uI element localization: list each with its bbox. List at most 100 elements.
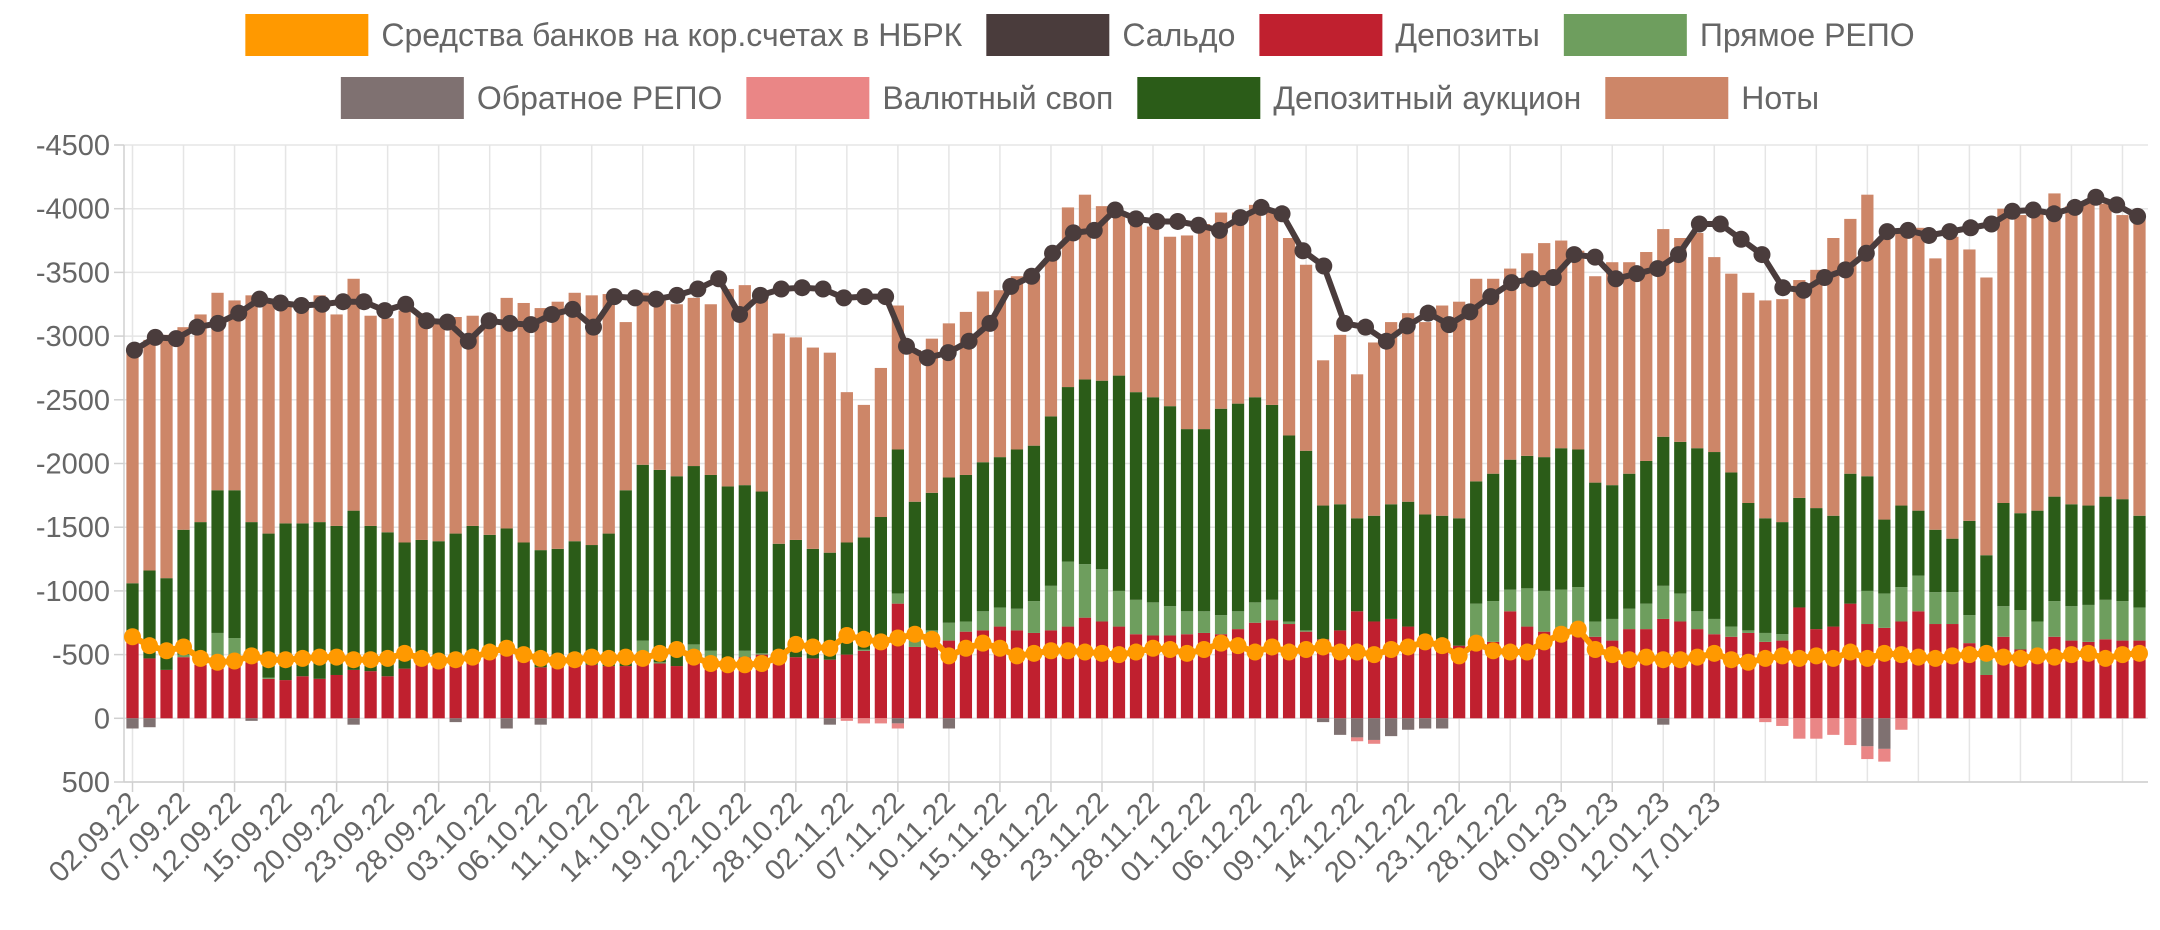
bar-депозитный-аукцион xyxy=(1453,518,1466,646)
bar-обратное-репо xyxy=(500,718,513,729)
bar-депозиты xyxy=(1504,611,1517,719)
legend-item-прямое-репо[interactable]: Прямое РЕПО xyxy=(1563,14,1915,56)
bar-депозитный-аукцион xyxy=(1708,452,1721,619)
y-tick-label: 500 xyxy=(62,767,110,799)
bar-депозиты xyxy=(976,630,990,719)
point-средства-банков-на-кор-счетах-в-нбрк xyxy=(226,652,244,670)
bar-ноты xyxy=(381,318,394,533)
bar-ноты xyxy=(1674,238,1687,442)
point-сальдо xyxy=(251,290,269,308)
bar-депозиты xyxy=(1691,629,1704,719)
bar-ноты xyxy=(1776,299,1789,523)
bar-депозиты xyxy=(2014,649,2027,719)
point-сальдо xyxy=(1085,221,1103,239)
x-axis: 02.09.2207.09.2212.09.2215.09.2220.09.22… xyxy=(43,781,2148,889)
point-сальдо xyxy=(209,314,227,332)
legend-item-обратное-репо[interactable]: Обратное РЕПО xyxy=(340,77,723,119)
point-средства-банков-на-кор-счетах-в-нбрк xyxy=(481,643,499,661)
legend-item-валютный-своп[interactable]: Валютный своп xyxy=(746,77,1113,119)
bar-депозиты xyxy=(330,674,343,719)
bar-обратное-репо xyxy=(1385,718,1398,737)
bar-депозитный-аукцион xyxy=(449,533,462,660)
point-средства-банков-на-кор-счетах-в-нбрк xyxy=(1042,642,1060,660)
point-средства-банков-на-кор-счетах-в-нбрк xyxy=(974,634,992,652)
point-сальдо xyxy=(355,293,373,311)
bar-прямое-репо xyxy=(1997,606,2010,637)
point-сальдо xyxy=(1816,268,1834,286)
bar-депозиты xyxy=(1827,626,1840,719)
bar-ноты xyxy=(1708,257,1721,453)
point-средства-банков-на-кор-счетах-в-нбрк xyxy=(1059,642,1077,660)
point-сальдо xyxy=(897,337,915,355)
point-средства-банков-на-кор-счетах-в-нбрк xyxy=(583,648,601,666)
bar-депозиты xyxy=(1946,624,1959,719)
point-средства-банков-на-кор-счетах-в-нбрк xyxy=(1671,651,1689,669)
legend-item-депозитный-аукцион[interactable]: Депозитный аукцион xyxy=(1137,77,1581,119)
bar-депозитный-аукцион xyxy=(1197,429,1211,612)
legend-item-депозиты[interactable]: Депозиты xyxy=(1259,14,1540,56)
bar-депозитный-аукцион xyxy=(126,583,139,641)
bar-ноты xyxy=(126,350,139,584)
bar-ноты xyxy=(1010,276,1024,450)
bar-депозиты xyxy=(619,666,632,719)
point-средства-банков-на-кор-счетах-в-нбрк xyxy=(515,646,533,664)
point-средства-банков-на-кор-счетах-в-нбрк xyxy=(957,639,975,657)
bar-депозитный-аукцион xyxy=(891,449,905,594)
bar-прямое-репо xyxy=(1572,587,1585,630)
legend-label: Депозиты xyxy=(1395,17,1539,53)
bar-прямое-репо xyxy=(2099,599,2112,640)
legend-item-ноты[interactable]: Ноты xyxy=(1605,77,1819,119)
bar-депозитный-аукцион xyxy=(1112,375,1126,591)
chart-bars xyxy=(126,193,2146,762)
bar-депозитный-аукцион xyxy=(1504,459,1517,590)
bar-прямое-репо xyxy=(2133,607,2146,641)
bar-депозиты xyxy=(772,658,785,719)
point-средства-банков-на-кор-счетах-в-нбрк xyxy=(124,628,142,646)
bar-ноты xyxy=(823,352,836,553)
point-средства-банков-на-кор-счетах-в-нбрк xyxy=(719,656,737,674)
y-tick-label: -4500 xyxy=(36,130,110,162)
bar-ноты xyxy=(1367,342,1381,516)
point-средства-банков-на-кор-счетах-в-нбрк xyxy=(1212,634,1230,652)
point-средства-банков-на-кор-счетах-в-нбрк xyxy=(1773,647,1791,665)
point-средства-банков-на-кор-счетах-в-нбрк xyxy=(2028,647,2046,665)
bar-депозиты xyxy=(1078,617,1092,719)
point-средства-банков-на-кор-счетах-в-нбрк xyxy=(617,648,635,666)
point-средства-банков-на-кор-счетах-в-нбрк xyxy=(753,655,771,673)
bar-депозиты xyxy=(1470,641,1483,719)
bar-депозитный-аукцион xyxy=(1231,403,1245,612)
point-средства-банков-на-кор-счетах-в-нбрк xyxy=(1586,641,1604,659)
point-средства-банков-на-кор-счетах-в-нбрк xyxy=(1654,651,1672,669)
bar-депозиты xyxy=(1061,626,1075,719)
bar-депозитный-аукцион xyxy=(670,476,683,667)
bar-прямое-репо xyxy=(1504,589,1517,612)
bar-ноты xyxy=(296,301,309,524)
point-средства-банков-на-кор-счетах-в-нбрк xyxy=(1620,651,1638,669)
bar-депозитный-аукцион xyxy=(1214,408,1228,616)
bar-депозитный-аукцион xyxy=(2065,504,2078,607)
bar-ноты xyxy=(1623,262,1636,474)
bar-депозиты xyxy=(1980,674,1993,719)
legend-label: Ноты xyxy=(1741,80,1819,116)
bar-депозиты xyxy=(194,664,207,719)
bar-ноты xyxy=(1163,236,1177,407)
bar-депозиты xyxy=(245,662,258,719)
bar-депозиты xyxy=(1657,618,1670,719)
y-tick-label: -4000 xyxy=(36,194,110,226)
bar-прямое-репо xyxy=(177,654,190,658)
bar-депозиты xyxy=(500,643,513,719)
bar-депозитный-аукцион xyxy=(755,491,768,654)
point-средства-банков-на-кор-счетах-в-нбрк xyxy=(1943,647,1961,665)
bar-прямое-репо xyxy=(857,649,870,651)
bar-ноты xyxy=(1282,238,1296,436)
bar-депозитный-аукцион xyxy=(1589,482,1602,622)
legend-item-сальдо[interactable]: Сальдо xyxy=(986,14,1235,56)
point-средства-банков-на-кор-счетах-в-нбрк xyxy=(277,651,295,669)
bar-депозитный-аукцион xyxy=(2133,515,2146,608)
bar-ноты xyxy=(1402,313,1415,502)
point-сальдо xyxy=(1377,332,1395,350)
legend-item-средства-банков-на-кор-счетах-в-нбрк[interactable]: Средства банков на кор.счетах в НБРК xyxy=(245,14,963,56)
point-сальдо xyxy=(376,302,394,320)
bar-депозитный-аукцион xyxy=(279,523,292,681)
bar-депозитный-аукцион xyxy=(1129,392,1143,600)
